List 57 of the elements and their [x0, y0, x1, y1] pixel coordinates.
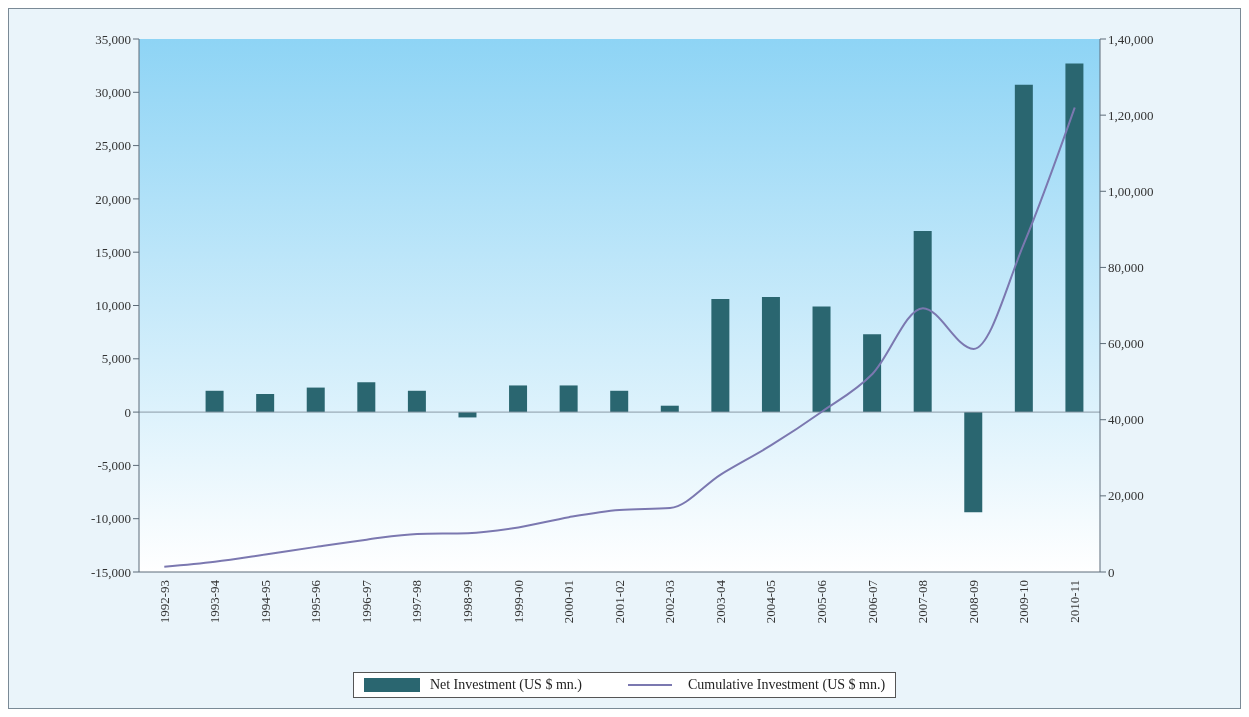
y-tick-label: -10,000 — [90, 511, 131, 527]
y2-tick-label: 1,00,000 — [1108, 183, 1154, 199]
line-series — [163, 106, 1076, 568]
x-tick-label: 2006-07 — [864, 579, 880, 624]
y2-tick-label: 1,40,000 — [1108, 31, 1154, 47]
bar — [761, 296, 780, 413]
bar — [559, 385, 578, 413]
x-tick-label: 1998-99 — [459, 580, 475, 624]
y-tick-label: -5,000 — [97, 458, 131, 474]
bar — [610, 390, 629, 413]
bar — [964, 412, 983, 513]
y2-tick-label: 20,000 — [1108, 488, 1144, 504]
x-tick-label: 1999-00 — [510, 580, 526, 624]
x-tick-label: 2010-11 — [1066, 580, 1082, 623]
x-tick-label: 2005-06 — [814, 579, 830, 624]
y-tick-label: 5,000 — [101, 351, 131, 367]
legend-label: Cumulative Investment (US $ mn.) — [687, 677, 886, 693]
y-tick-label: 0 — [124, 404, 131, 420]
x-tick-label: 2002-03 — [662, 580, 678, 624]
x-tick-label: 1996-97 — [358, 579, 374, 624]
y-tick-label: 10,000 — [95, 298, 131, 314]
x-tick-label: 2008-09 — [965, 580, 981, 624]
x-tick-label: 2009-10 — [1016, 580, 1032, 624]
bar — [205, 390, 224, 413]
y-tick-label: -15,000 — [90, 564, 131, 580]
y2-tick-label: 40,000 — [1108, 412, 1144, 428]
bar — [407, 390, 426, 413]
x-tick-label: 1993-94 — [207, 579, 223, 624]
bar — [711, 299, 730, 413]
y2-tick-label: 60,000 — [1108, 336, 1144, 352]
y-tick-label: 35,000 — [95, 31, 131, 47]
x-tick-label: 1995-96 — [308, 579, 324, 624]
x-tick-label: 2007-08 — [915, 580, 931, 624]
x-tick-label: 2000-01 — [561, 580, 577, 624]
x-tick-label: 1992-93 — [156, 580, 172, 624]
y-tick-label: 20,000 — [95, 191, 131, 207]
y2-tick-label: 0 — [1108, 564, 1115, 580]
bar — [863, 334, 882, 413]
x-tick-label: 2001-02 — [611, 580, 627, 624]
bar — [509, 385, 528, 413]
legend-label: Net Investment (US $ mn.) — [429, 677, 582, 693]
bar — [1014, 84, 1033, 413]
x-tick-label: 2003-04 — [712, 579, 728, 624]
x-tick-label: 1997-98 — [409, 580, 425, 624]
bar — [812, 306, 831, 413]
bar — [1065, 63, 1084, 413]
y-tick-label: 15,000 — [95, 244, 131, 260]
y2-tick-label: 80,000 — [1108, 260, 1144, 276]
x-tick-label: 2004-05 — [763, 580, 779, 624]
y-tick-label: 25,000 — [95, 138, 131, 154]
y-tick-label: 30,000 — [95, 84, 131, 100]
x-tick-label: 1994-95 — [257, 580, 273, 624]
y2-tick-label: 1,20,000 — [1108, 107, 1154, 123]
bar — [357, 382, 376, 413]
bar — [913, 230, 932, 413]
bar — [306, 387, 325, 413]
bar — [256, 393, 275, 413]
